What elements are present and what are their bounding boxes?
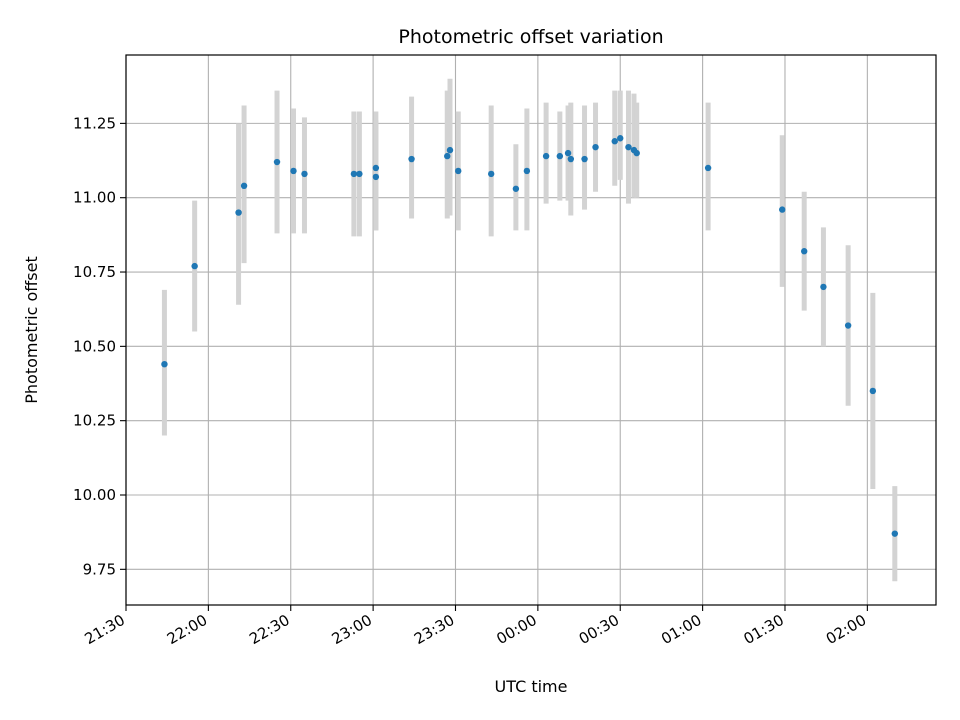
- data-point: [844, 322, 852, 329]
- data-point: [581, 155, 588, 163]
- data-point: [372, 173, 380, 181]
- data-point: [408, 155, 415, 163]
- data-point: [191, 262, 198, 270]
- y-tick-label: 10.50: [73, 337, 116, 355]
- data-point: [240, 182, 248, 190]
- data-point: [350, 170, 358, 178]
- y-axis-ticks: 9.75 10.00 10.25 10.50 10.75 11.00 11.25: [73, 114, 126, 578]
- data-point: [869, 387, 877, 395]
- plot-frame: [125, 54, 937, 606]
- data-point: [704, 164, 712, 172]
- data-point: [444, 152, 451, 160]
- data-point: [801, 248, 808, 255]
- grid: [125, 55, 936, 605]
- y-tick-label: 10.25: [73, 412, 116, 430]
- data-point: [273, 158, 281, 166]
- data-point: [290, 167, 297, 175]
- data-point: [564, 149, 572, 157]
- data-point: [891, 530, 899, 537]
- data-point: [487, 170, 495, 178]
- data-point: [523, 167, 531, 175]
- data-point: [633, 149, 640, 157]
- data-point: [446, 146, 454, 154]
- data-point: [542, 152, 550, 160]
- x-axis-label: UTC time: [495, 677, 568, 696]
- y-tick-label: 9.75: [83, 560, 116, 578]
- data-point: [161, 360, 168, 368]
- y-tick-label: 10.00: [73, 486, 116, 504]
- data-point: [617, 135, 624, 142]
- y-tick-label: 10.75: [73, 263, 116, 281]
- data-point: [567, 155, 575, 163]
- chart-title: Photometric offset variation: [398, 26, 663, 48]
- data-point: [779, 206, 786, 213]
- data-point: [235, 209, 242, 216]
- data-point: [592, 143, 599, 151]
- data-point: [512, 185, 520, 192]
- data-point: [301, 170, 308, 178]
- y-tick-label: 11.25: [73, 114, 116, 132]
- data-point: [356, 170, 363, 178]
- data-points: [161, 135, 899, 537]
- y-tick-label: 11.00: [73, 189, 116, 207]
- data-point: [820, 283, 827, 291]
- data-point: [455, 167, 462, 175]
- data-point: [611, 138, 618, 145]
- y-axis-label: Photometric offset: [22, 256, 41, 404]
- data-point: [556, 152, 564, 160]
- data-point: [625, 143, 632, 151]
- data-point: [372, 164, 380, 172]
